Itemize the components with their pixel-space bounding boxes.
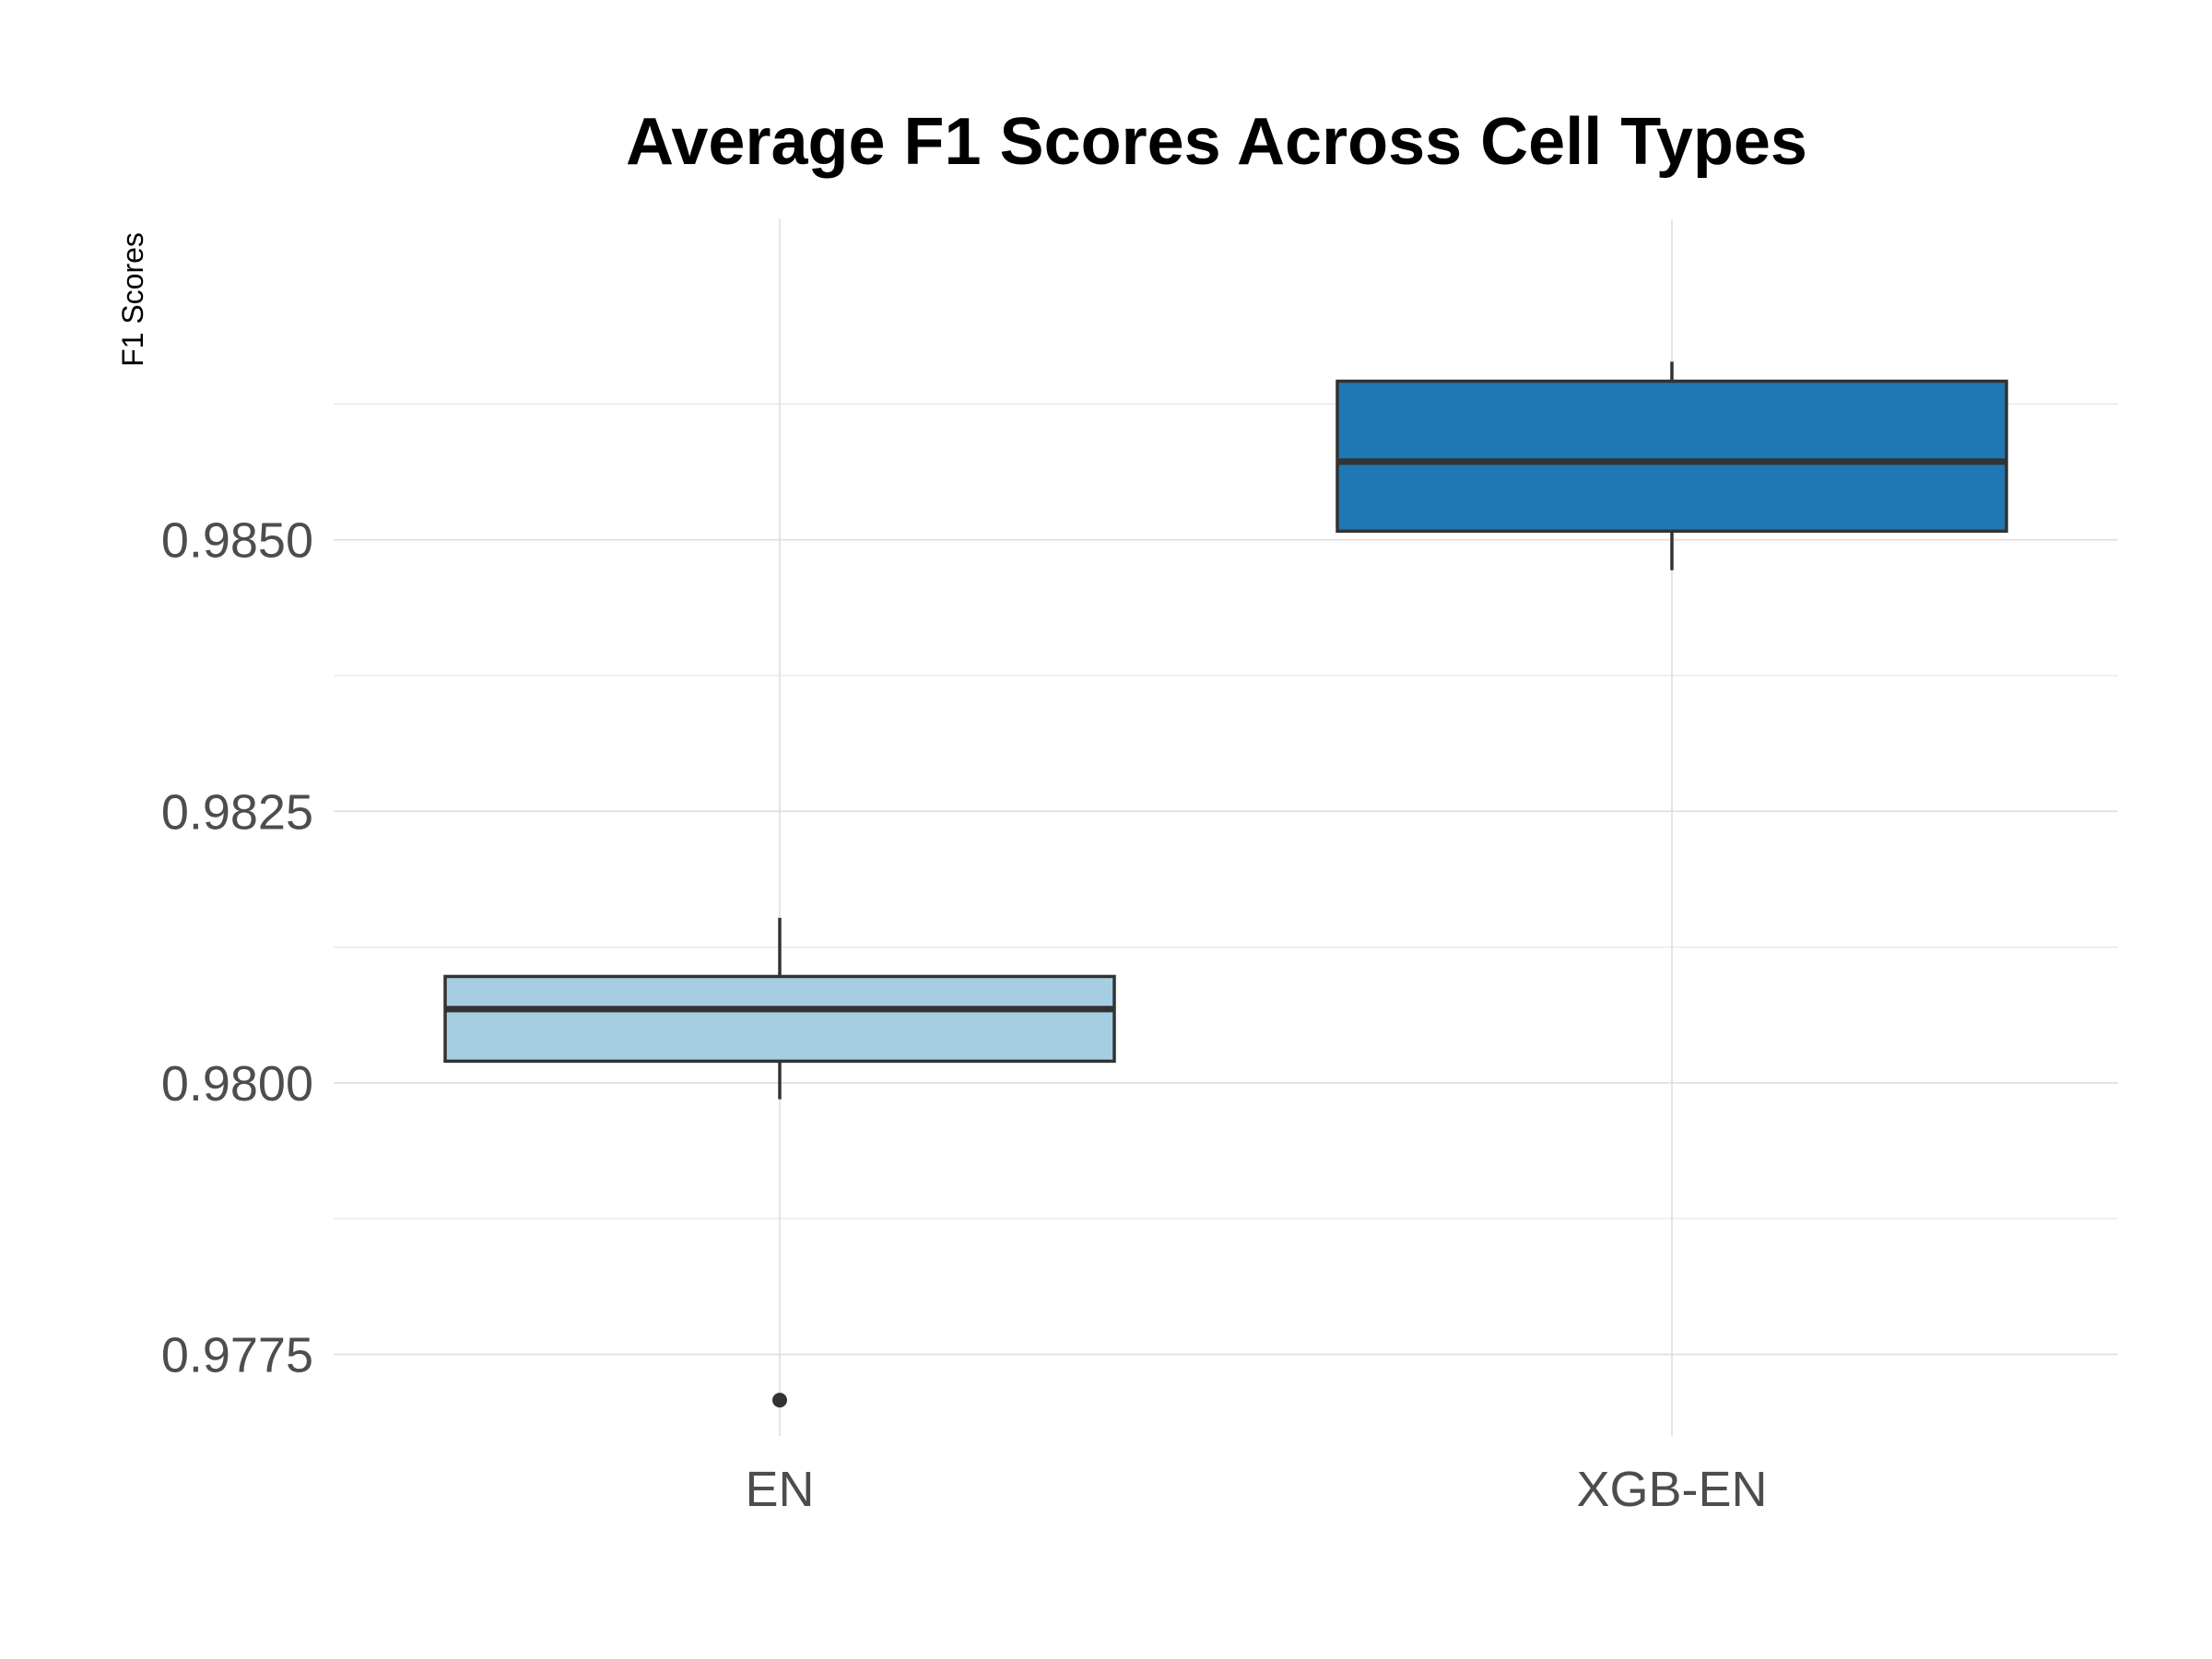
x-tick-label: XGB-EN bbox=[1576, 1462, 1767, 1517]
box-iqr bbox=[1335, 379, 2008, 533]
x-tick-label: EN bbox=[745, 1462, 814, 1517]
tick-labels: 0.9775 0.9800 0.9825 0.9850 EN XGB-EN bbox=[161, 513, 1768, 1517]
y-tick-label: 0.9800 bbox=[161, 1056, 313, 1112]
box-en bbox=[443, 917, 1116, 1408]
y-axis-label: F1 Scores bbox=[116, 232, 149, 367]
grid-lines bbox=[334, 219, 2118, 1436]
box-iqr bbox=[443, 974, 1116, 1064]
box-xgb-en bbox=[1335, 361, 2008, 571]
chart-title: Average F1 Scores Across Cell Types bbox=[626, 105, 1807, 179]
y-tick-label: 0.9850 bbox=[161, 513, 313, 569]
boxes bbox=[443, 361, 2008, 1408]
outlier-point bbox=[772, 1393, 787, 1408]
y-tick-label: 0.9775 bbox=[161, 1328, 313, 1383]
y-tick-label: 0.9825 bbox=[161, 784, 313, 840]
